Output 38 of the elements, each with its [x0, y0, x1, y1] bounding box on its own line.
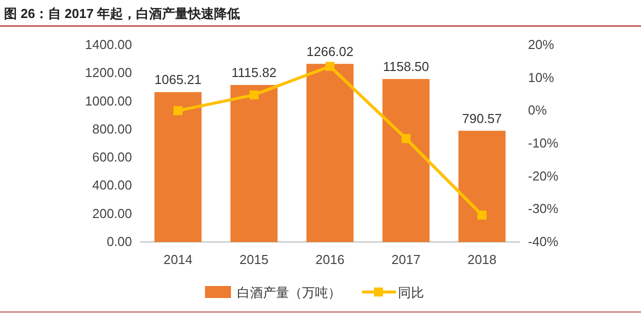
- data-label: 1266.02: [306, 44, 354, 59]
- legend-label: 白酒产量（万吨）: [237, 285, 341, 300]
- y2-tick-label: -40%: [528, 234, 559, 249]
- y-tick-label: 800.00: [92, 121, 132, 136]
- y2-tick-label: -30%: [528, 201, 559, 216]
- y-tick-label: 600.00: [92, 150, 132, 165]
- y2-tick-label: 10%: [528, 70, 554, 85]
- y2-tick-label: 20%: [528, 37, 554, 52]
- chart-title: 图 26：自 2017 年起，白酒产量快速降低: [4, 6, 240, 21]
- point: [402, 134, 410, 144]
- point: [174, 106, 182, 116]
- bar: [458, 130, 506, 242]
- x-tick-label: 2015: [240, 252, 268, 267]
- y2-tick-label: -20%: [528, 168, 559, 184]
- point: [326, 62, 334, 71]
- bar: [382, 78, 430, 242]
- x-tick-label: 2016: [316, 252, 344, 267]
- y-tick-label: 1000.00: [85, 93, 132, 108]
- bar: [154, 92, 202, 242]
- legend-label: 同比: [398, 285, 424, 300]
- y2-tick-label: -10%: [528, 136, 559, 150]
- y-tick-label: 0.00: [106, 234, 132, 249]
- x-tick-label: 2014: [164, 252, 192, 267]
- point: [250, 90, 258, 100]
- data-label: 1115.82: [231, 64, 277, 80]
- y-tick-label: 400.00: [92, 178, 132, 193]
- y2-tick-label: 0%: [528, 102, 548, 118]
- point: [478, 210, 486, 220]
- bar: [306, 64, 354, 242]
- x-tick-label: 2018: [468, 252, 496, 267]
- y-tick-label: 200.00: [92, 206, 132, 221]
- x-tick-label: 2017: [392, 252, 420, 267]
- y-tick-label: 1200.00: [85, 65, 132, 80]
- data-label: 1065.21: [154, 72, 202, 88]
- data-label: 1158.50: [382, 58, 430, 74]
- bar: [230, 84, 278, 242]
- data-label: 790.57: [462, 110, 502, 126]
- y-tick-label: 1400.00: [85, 37, 132, 52]
